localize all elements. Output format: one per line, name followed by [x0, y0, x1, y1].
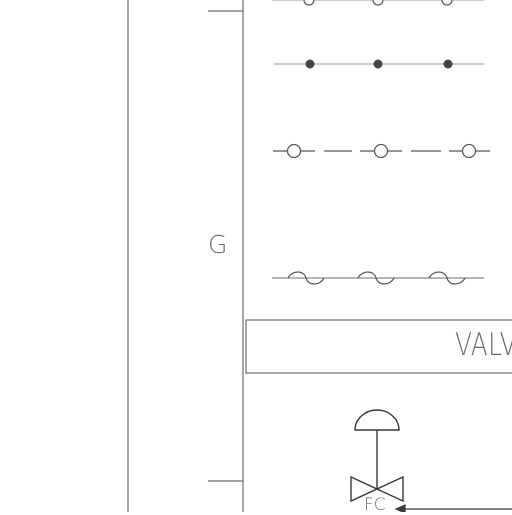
filled-dot-node — [373, 59, 383, 69]
fail-closed-label: FC — [364, 495, 386, 515]
open-circle-line-symbol — [272, 0, 484, 6]
sine-wave-segment — [428, 271, 466, 285]
diaphragm-actuator-icon — [354, 409, 400, 431]
open-circle-dashed-line-symbol — [273, 143, 490, 159]
filled-dot-line-symbol — [274, 59, 484, 69]
control-valve-symbol — [350, 409, 404, 503]
open-circle-node — [372, 0, 384, 6]
valve-section-title: VALV — [455, 327, 512, 363]
open-circle-node — [373, 143, 389, 159]
open-circle-node — [303, 0, 315, 6]
sine-wave-segment — [287, 271, 325, 285]
row-label: G — [208, 230, 228, 259]
arrow-head-icon — [394, 504, 406, 512]
open-circle-node — [441, 0, 453, 6]
fail-action-arrow — [394, 504, 512, 512]
sine-wave-segment — [357, 271, 395, 285]
valve-section-header-box — [245, 319, 512, 374]
sine-wave-line-symbol — [272, 271, 484, 285]
valve-body-icon — [350, 475, 404, 503]
legend-frame — [127, 0, 512, 512]
filled-dot-node — [305, 59, 315, 69]
open-circle-node — [286, 143, 302, 159]
filled-dot-node — [443, 59, 453, 69]
open-circle-node — [461, 143, 477, 159]
